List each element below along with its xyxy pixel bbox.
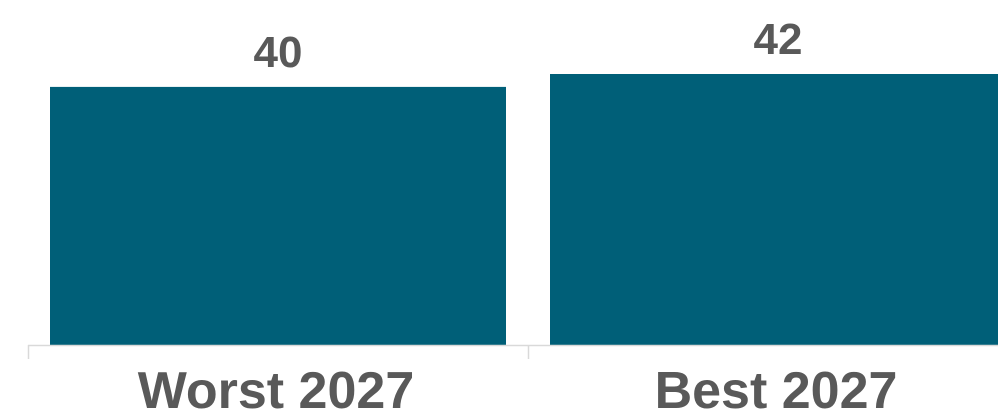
- bar-best-2027: [550, 74, 998, 345]
- bars-group: [50, 74, 998, 346]
- x-tick-label: Worst 2027: [138, 362, 415, 415]
- x-tick-label: Best 2027: [655, 362, 898, 415]
- data-label: 40: [254, 28, 303, 77]
- labels-group: 40 Worst 2027 42 Best 2027: [138, 15, 898, 415]
- bar-worst-2027: [50, 86, 506, 346]
- data-label: 42: [754, 15, 803, 64]
- x-axis: [27, 344, 998, 359]
